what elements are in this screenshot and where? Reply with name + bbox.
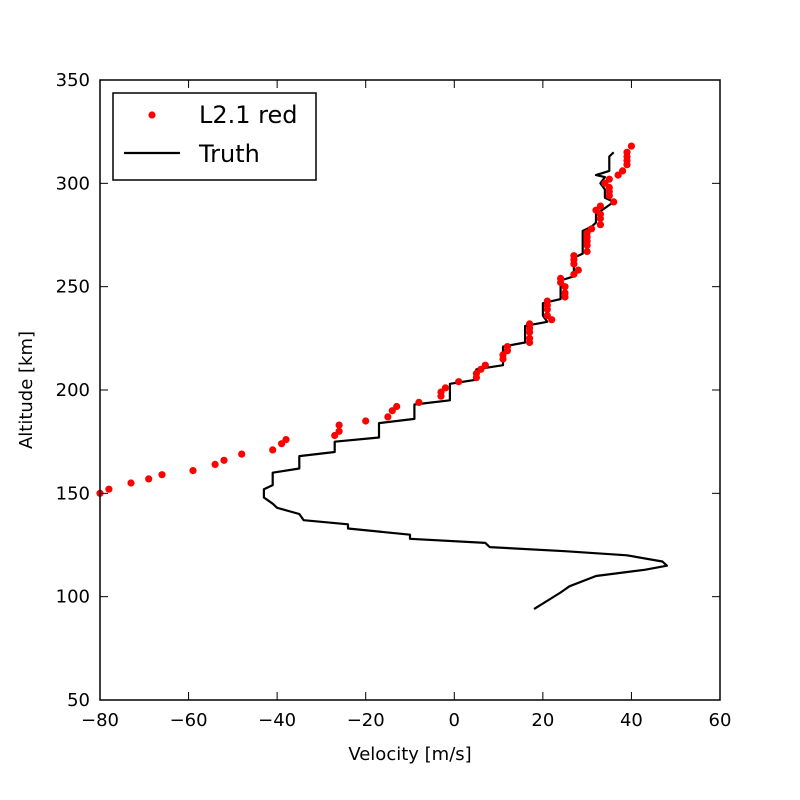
l2-1-red-point-38 <box>543 312 551 320</box>
y-tick-label: 300 <box>56 173 90 194</box>
x-tick-label: −80 <box>81 710 119 731</box>
l2-1-red-point-13 <box>335 427 343 435</box>
l2-1-red-point-57 <box>588 225 596 233</box>
l2-1-red-point-11 <box>282 436 290 444</box>
y-axis-label: Altitude [km] <box>16 331 37 449</box>
l2-1-red-point-69 <box>614 171 622 179</box>
l2-1-red-point-25 <box>472 369 480 378</box>
legend-box <box>112 92 317 181</box>
x-tick-label: 40 <box>620 710 643 731</box>
y-tick-label: 200 <box>56 380 90 401</box>
l2-1-red-point-2 <box>127 479 135 487</box>
l2-1-red-point-16 <box>384 413 392 421</box>
l2-1-red-point-70 <box>619 167 627 175</box>
l2-1-red-point-51 <box>570 252 578 260</box>
l2-1-red-point-62 <box>596 202 605 210</box>
l2-1-red-point-52 <box>583 247 591 256</box>
l2-1-red-point-3 <box>145 475 153 483</box>
l2-1-red-point-18 <box>393 402 401 411</box>
l2-1-red-point-33 <box>526 334 534 342</box>
x-tick-label: 0 <box>449 710 460 731</box>
l2-1-red-point-15 <box>362 417 370 425</box>
legend-label-truth: Truth <box>198 140 260 168</box>
l2-1-red-point-4 <box>158 471 166 479</box>
x-tick-label: 60 <box>709 710 732 731</box>
l2-1-red-point-46 <box>557 274 565 282</box>
l2-1-red-point-58 <box>596 221 605 229</box>
l2-1-red-point-36 <box>526 320 534 328</box>
y-tick-label: 250 <box>56 277 90 298</box>
x-tick-label: −40 <box>258 710 296 731</box>
l2-1-red-point-22 <box>441 384 449 392</box>
y-tick-label: 150 <box>56 483 90 504</box>
l2-1-red-point-74 <box>623 148 631 156</box>
l2-1-red-point-27 <box>481 361 489 369</box>
l2-1-red-point-41 <box>543 297 551 305</box>
y-tick-label: 100 <box>56 587 90 608</box>
l2-1-red-point-68 <box>605 175 613 183</box>
legend-label-l2-1-red: L2.1 red <box>199 101 298 129</box>
x-tick-label: −60 <box>170 710 208 731</box>
l2-1-red-point-1 <box>105 485 113 493</box>
plot-area <box>96 142 668 611</box>
x-axis-label: Velocity [m/s] <box>348 744 471 765</box>
l2-1-red-point-43 <box>561 289 569 297</box>
l2-1-red-point-63 <box>610 198 618 206</box>
axis-ticks: −80 −60 −40 −20 0 20 40 60 50 100 150 200 250 300 350 <box>56 70 732 731</box>
l2-1-red-point-19 <box>415 398 423 406</box>
x-tick-label: 20 <box>531 710 554 731</box>
l2-1-red-point-75 <box>627 142 636 150</box>
l2-1-red-point-31 <box>503 343 511 351</box>
legend-marker-l2-1-red <box>148 111 156 119</box>
truth-line <box>262 151 668 611</box>
y-tick-label: 350 <box>56 70 90 91</box>
l2-1-red-point-48 <box>574 266 582 274</box>
l2-1-red-point-7 <box>220 456 228 464</box>
l2-1-red-point-9 <box>269 446 277 454</box>
x-tick-label: −20 <box>347 710 385 731</box>
l2-1-red-point-23 <box>455 378 463 386</box>
l2-1-red-point-6 <box>211 460 219 468</box>
l2-1-red-point-14 <box>335 421 343 429</box>
l2-1-red-point-5 <box>189 467 197 475</box>
y-tick-label: 50 <box>67 690 90 711</box>
l2-1-red-point-8 <box>238 450 246 458</box>
legend: L2.1 red Truth <box>112 92 317 181</box>
